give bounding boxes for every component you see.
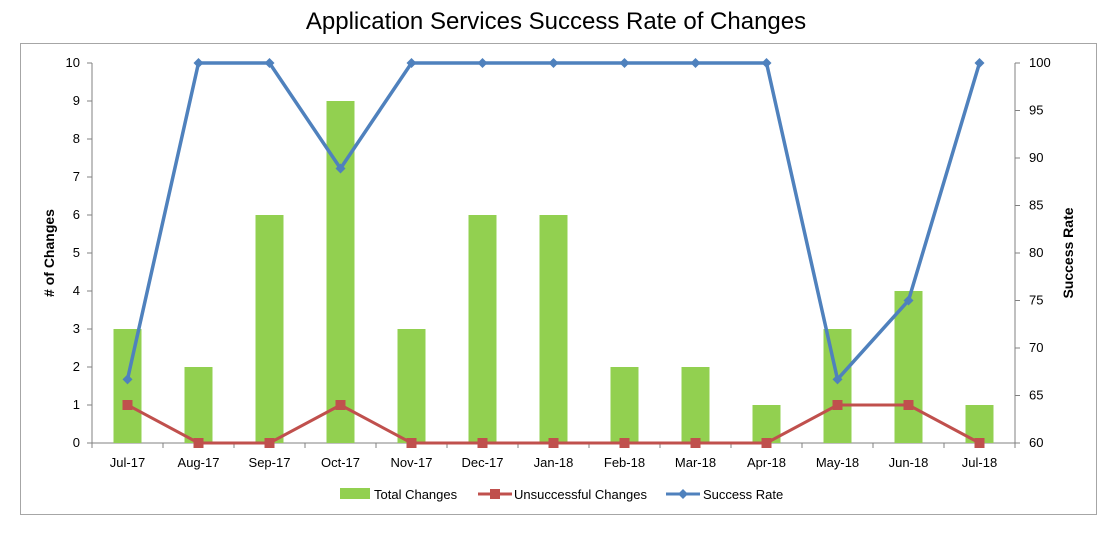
marker-unsuccessful-changes [193,438,204,448]
x-tick-label: Jul-18 [962,455,997,470]
left-tick-label: 10 [66,55,80,70]
right-tick-label: 70 [1029,340,1043,355]
bar-total-changes [468,215,497,443]
right-tick-label: 95 [1029,103,1043,118]
marker-success-rate [477,58,488,68]
x-tick-label: Sep-17 [249,455,291,470]
marker-unsuccessful-changes [122,400,133,410]
left-tick-label: 5 [73,245,80,260]
right-tick-label: 75 [1029,293,1043,308]
x-tick-label: Jan-18 [534,455,574,470]
marker-unsuccessful-changes [264,438,275,448]
x-tick-label: Nov-17 [391,455,433,470]
legend-swatch-total-changes [340,488,370,499]
bar-total-changes [184,367,213,443]
x-tick-label: Oct-17 [321,455,360,470]
x-tick-label: May-18 [816,455,859,470]
marker-success-rate [264,58,275,68]
right-tick-label: 85 [1029,198,1043,213]
x-tick-label: Jul-17 [110,455,145,470]
legend-marker-unsuccessful-changes [490,489,500,499]
marker-success-rate [335,163,346,174]
legend-label-unsuccessful-changes: Unsuccessful Changes [514,487,647,502]
right-tick-label: 80 [1029,245,1043,260]
marker-success-rate [548,58,559,68]
x-tick-label: Jun-18 [889,455,929,470]
right-tick-label: 65 [1029,388,1043,403]
left-tick-label: 7 [73,169,80,184]
marker-unsuccessful-changes [903,400,914,410]
marker-unsuccessful-changes [832,400,843,410]
left-tick-label: 3 [73,321,80,336]
marker-unsuccessful-changes [761,438,772,448]
chart-frame [20,43,1097,515]
bar-total-changes [823,329,852,443]
marker-unsuccessful-changes [548,438,559,448]
marker-success-rate [406,58,417,68]
marker-unsuccessful-changes [477,438,488,448]
marker-success-rate [903,295,914,306]
marker-success-rate [619,58,630,68]
bar-total-changes [681,367,710,443]
left-tick-label: 2 [73,359,80,374]
x-tick-label: Feb-18 [604,455,645,470]
left-tick-label: 0 [73,435,80,450]
right-tick-label: 60 [1029,435,1043,450]
marker-unsuccessful-changes [406,438,417,448]
left-tick-label: 1 [73,397,80,412]
x-tick-label: Mar-18 [675,455,716,470]
marker-success-rate [193,58,204,68]
marker-unsuccessful-changes [690,438,701,448]
marker-unsuccessful-changes [619,438,630,448]
bar-total-changes [255,215,284,443]
bar-total-changes [539,215,568,443]
chart-title: Application Services Success Rate of Cha… [305,8,807,35]
marker-unsuccessful-changes [974,438,985,448]
x-tick-label: Dec-17 [462,455,504,470]
bar-total-changes [610,367,639,443]
x-tick-label: Apr-18 [747,455,786,470]
left-tick-label: 9 [73,93,80,108]
marker-success-rate [974,58,985,68]
left-tick-label: 4 [73,283,80,298]
left-tick-label: 6 [73,207,80,222]
bar-total-changes [397,329,426,443]
marker-success-rate [690,58,701,68]
y-right-axis-title: Success Rate [1060,207,1076,298]
x-tick-label: Aug-17 [178,455,220,470]
bar-total-changes [894,291,923,443]
bar-total-changes [326,101,355,443]
marker-unsuccessful-changes [335,400,346,410]
marker-success-rate [832,374,843,385]
bar-total-changes [113,329,142,443]
legend-label-success-rate: Success Rate [703,487,783,502]
legend-marker-success-rate [678,489,688,499]
left-tick-label: 8 [73,131,80,146]
legend-label-total-changes: Total Changes [374,487,458,502]
marker-success-rate [761,58,772,68]
marker-success-rate [122,374,133,385]
right-tick-label: 100 [1029,55,1051,70]
right-tick-label: 90 [1029,150,1043,165]
y-left-axis-title: # of Changes [41,209,57,297]
